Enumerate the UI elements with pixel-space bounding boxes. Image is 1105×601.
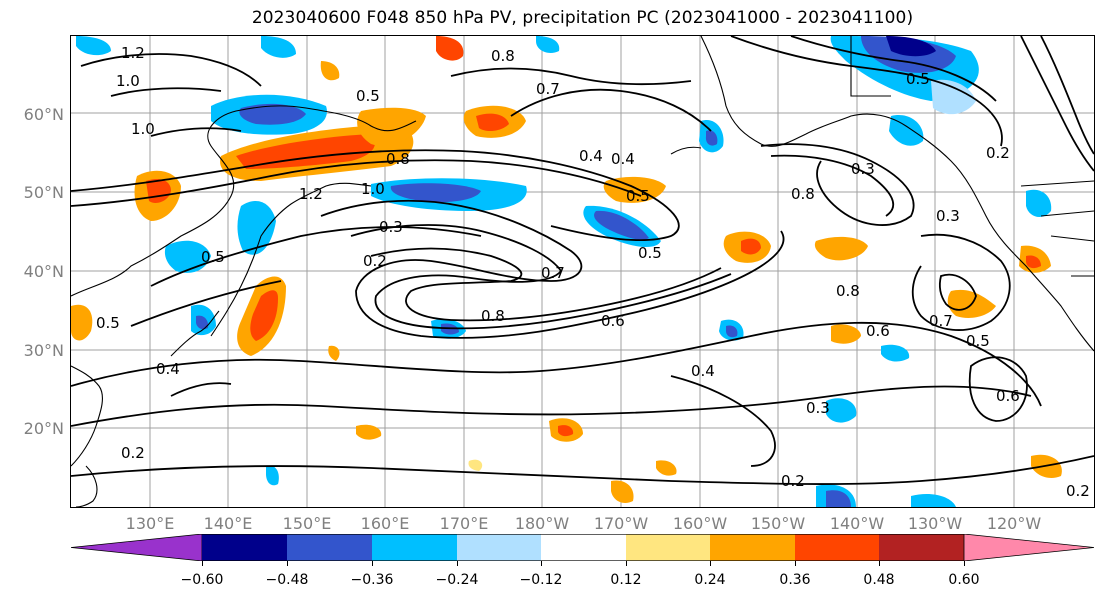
pv-contours xyxy=(71,36,1094,485)
colorbar-tick xyxy=(287,561,288,566)
contour-label: 0.8 xyxy=(491,47,515,65)
contour-label: 0.6 xyxy=(601,312,625,330)
lon-label-160w: 160°W xyxy=(672,514,728,533)
colorbar-bin xyxy=(71,534,203,561)
lon-label-140w: 140°W xyxy=(829,514,885,533)
lon-label-150e: 150°E xyxy=(282,514,332,533)
contour-label: 0.2 xyxy=(986,144,1010,162)
colorbar-tick xyxy=(795,561,796,566)
negative-anomaly-shading xyxy=(76,36,1052,507)
colorbar-tick-label: 0.36 xyxy=(779,572,811,588)
colorbar-tick xyxy=(202,561,203,566)
contour-label: 0.8 xyxy=(791,185,815,203)
contour-label: 0.7 xyxy=(929,312,953,330)
contour-label: 1.0 xyxy=(116,72,140,90)
colorbar-bin xyxy=(795,534,879,561)
colorbar-tick xyxy=(372,561,373,566)
contour-label: 0.5 xyxy=(201,248,225,266)
contour-label: 1.2 xyxy=(121,44,145,62)
contour-label: 0.2 xyxy=(1066,482,1090,500)
lon-label-180w: 180°W xyxy=(514,514,570,533)
contour-label: 0.8 xyxy=(386,150,410,168)
colorbar-tick xyxy=(626,561,627,566)
lon-label-130e: 130°E xyxy=(125,514,175,533)
contour-label: 1.0 xyxy=(131,120,155,138)
contour-label: 0.2 xyxy=(121,444,145,462)
colorbar-bin xyxy=(287,534,372,561)
contour-label: 0.6 xyxy=(866,322,890,340)
contour-label: 0.5 xyxy=(96,314,120,332)
contour-label: 0.3 xyxy=(851,160,875,178)
lon-label-150w: 150°W xyxy=(750,514,806,533)
contour-label: 0.2 xyxy=(781,472,805,490)
colorbar-tick xyxy=(541,561,542,566)
colorbar-bin xyxy=(963,534,1094,561)
contour-label: 0.6 xyxy=(996,387,1020,405)
lon-label-170e: 170°E xyxy=(439,514,489,533)
colorbar-tick-label: −0.36 xyxy=(350,572,394,588)
colorbar-bin xyxy=(372,534,457,561)
lon-label-130w: 130°W xyxy=(907,514,963,533)
contour-label: 0.3 xyxy=(936,207,960,225)
contour-label: 0.4 xyxy=(611,150,635,168)
contour-label: 0.7 xyxy=(536,80,560,98)
map-title: 2023040600 F048 850 hPa PV, precipitatio… xyxy=(251,8,914,28)
colorbar-bin xyxy=(541,534,626,561)
contour-label: 0.4 xyxy=(579,147,603,165)
contour-label: 0.3 xyxy=(379,218,403,236)
lon-label-170w: 170°W xyxy=(593,514,649,533)
contour-label-group: 1.2 1.0 1.0 0.8 0.5 0.8 0.7 0.4 0.8 0.5 … xyxy=(96,44,1090,500)
colorbar-tick-label: −0.48 xyxy=(265,572,309,588)
contour-label: 0.3 xyxy=(806,399,830,417)
contour-label: 0.5 xyxy=(638,244,662,262)
contour-label: 0.4 xyxy=(691,362,715,380)
lat-label-20n: 20°N xyxy=(23,419,64,438)
colorbar-tick xyxy=(457,561,458,566)
colorbar-bin xyxy=(879,534,964,561)
contour-label: 0.5 xyxy=(906,70,930,88)
colorbar-tick xyxy=(710,561,711,566)
map-panel: 1.2 1.0 1.0 0.8 0.5 0.8 0.7 0.4 0.8 0.5 … xyxy=(71,36,1094,507)
colorbar-bin xyxy=(710,534,795,561)
lon-label-120w: 120°W xyxy=(986,514,1042,533)
colorbar-tick-label: −0.12 xyxy=(519,572,563,588)
contour-label: 0.5 xyxy=(966,332,990,350)
colorbar-tick-label: 0.24 xyxy=(694,572,726,588)
contour-label: 1.2 xyxy=(299,185,323,203)
contour-label: 0.8 xyxy=(836,282,860,300)
colorbar xyxy=(71,534,1094,561)
lat-label-40n: 40°N xyxy=(23,262,64,281)
grid-lines xyxy=(71,36,1094,507)
colorbar-tick xyxy=(964,561,965,566)
colorbar-tick xyxy=(879,561,880,566)
lat-label-50n: 50°N xyxy=(23,183,64,202)
contour-label: 0.8 xyxy=(481,307,505,325)
lat-label-60n: 60°N xyxy=(23,105,64,124)
colorbar-tick-label: −0.24 xyxy=(435,572,479,588)
map-canvas: 1.2 1.0 1.0 0.8 0.5 0.8 0.7 0.4 0.8 0.5 … xyxy=(71,36,1094,507)
contour-label: 0.5 xyxy=(356,87,380,105)
contour-label: 1.0 xyxy=(361,180,385,198)
lon-label-160e: 160°E xyxy=(360,514,410,533)
colorbar-bin xyxy=(202,534,287,561)
lat-label-30n: 30°N xyxy=(23,341,64,360)
contour-label: 0.7 xyxy=(541,264,565,282)
colorbar-tick-label: 0.60 xyxy=(948,572,980,588)
colorbar-bin xyxy=(457,534,541,561)
lon-label-140e: 140°E xyxy=(203,514,253,533)
colorbar-tick-label: 0.12 xyxy=(610,572,642,588)
contour-label: 0.2 xyxy=(363,252,387,270)
colorbar-tick-label: −0.60 xyxy=(180,572,224,588)
colorbar-bin xyxy=(626,534,710,561)
colorbar-tick-label: 0.48 xyxy=(863,572,895,588)
contour-label: 0.5 xyxy=(626,187,650,205)
contour-label: 0.4 xyxy=(156,360,180,378)
